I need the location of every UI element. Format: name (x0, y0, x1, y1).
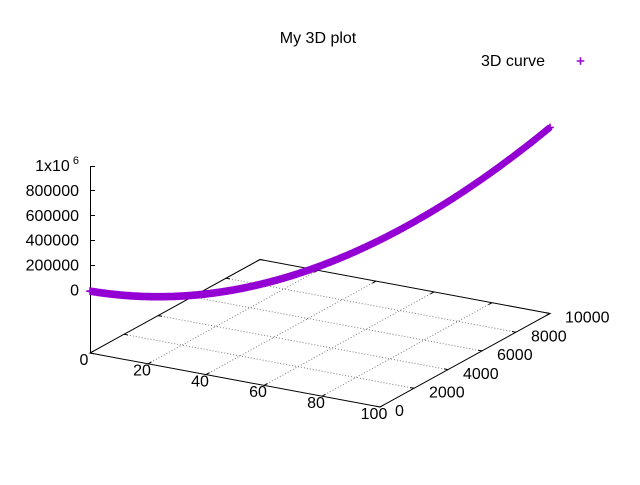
svg-text:0: 0 (70, 283, 79, 300)
svg-text:6000: 6000 (497, 347, 533, 364)
svg-text:800000: 800000 (26, 183, 79, 200)
svg-text:3D curve: 3D curve (481, 53, 545, 70)
svg-text:60: 60 (249, 384, 267, 401)
svg-text:My 3D plot: My 3D plot (280, 30, 357, 47)
svg-text:600000: 600000 (26, 208, 79, 225)
svg-text:80: 80 (307, 395, 325, 412)
svg-text:0: 0 (80, 352, 89, 369)
svg-text:200000: 200000 (26, 258, 79, 275)
svg-text:2000: 2000 (429, 385, 465, 402)
svg-text:100: 100 (361, 406, 388, 423)
svg-text:1x10 6: 1x10 6 (35, 155, 79, 175)
svg-text:0: 0 (395, 403, 404, 420)
svg-text:20: 20 (133, 363, 151, 380)
svg-text:40: 40 (191, 373, 209, 390)
svg-text:4000: 4000 (463, 366, 499, 383)
svg-text:8000: 8000 (531, 328, 567, 345)
svg-text:10000: 10000 (565, 310, 610, 327)
svg-text:400000: 400000 (26, 233, 79, 250)
